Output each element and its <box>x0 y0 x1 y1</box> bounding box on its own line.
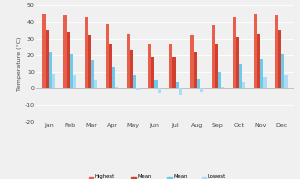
Bar <box>260 59 263 88</box>
Bar <box>151 57 154 88</box>
Bar <box>179 88 182 95</box>
Bar <box>169 44 172 88</box>
Bar <box>115 87 118 88</box>
Bar <box>52 74 55 88</box>
Bar <box>172 57 176 88</box>
Bar <box>197 79 200 88</box>
Bar <box>242 82 245 88</box>
Bar <box>67 32 70 88</box>
Bar <box>263 77 266 88</box>
Bar <box>88 35 91 88</box>
Bar <box>176 82 179 88</box>
Bar <box>154 80 158 88</box>
Bar <box>233 17 236 88</box>
Bar <box>218 72 221 88</box>
Bar <box>212 25 215 88</box>
Bar <box>215 44 218 88</box>
Bar <box>91 60 94 88</box>
Bar <box>106 24 109 88</box>
Bar <box>109 44 112 88</box>
Bar <box>236 37 239 88</box>
Bar <box>94 80 97 88</box>
Bar <box>46 30 49 88</box>
Bar <box>130 50 133 88</box>
Bar <box>278 30 281 88</box>
Bar <box>70 54 73 88</box>
Bar <box>85 17 88 88</box>
Bar <box>73 75 76 88</box>
Bar <box>49 52 52 88</box>
Bar <box>42 14 46 88</box>
Bar <box>281 54 284 88</box>
Bar <box>275 15 278 88</box>
Bar <box>194 52 197 88</box>
Bar <box>257 34 260 88</box>
Bar <box>200 88 203 92</box>
Bar <box>136 88 140 90</box>
Bar <box>158 88 161 93</box>
Bar <box>112 67 115 88</box>
Bar <box>190 35 194 88</box>
Bar <box>239 64 242 88</box>
Bar <box>284 75 288 88</box>
Bar <box>148 44 151 88</box>
Bar <box>133 75 136 88</box>
Bar <box>127 34 130 88</box>
Bar <box>64 15 67 88</box>
Y-axis label: Temperature (°C): Temperature (°C) <box>17 36 22 91</box>
Bar <box>221 87 224 88</box>
Legend: Highest
temperature, Mean
maximum, Mean
minimum, Lowest
temperature: Highest temperature, Mean maximum, Mean … <box>86 171 244 179</box>
Bar <box>254 14 257 88</box>
